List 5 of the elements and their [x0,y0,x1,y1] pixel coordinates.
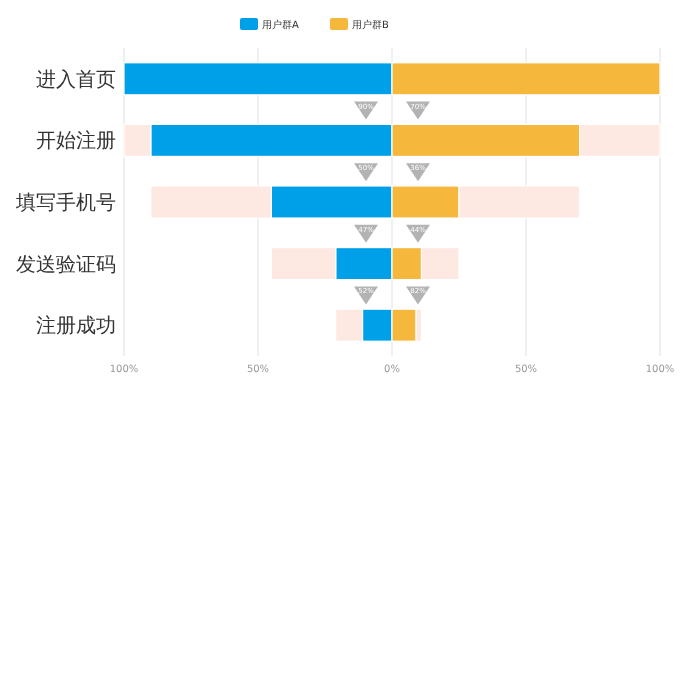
y-tick-label: 开始注册 [36,129,116,154]
y-tick-label: 注册成功 [36,314,116,339]
y-tick-label: 进入首页 [36,67,116,92]
y-tick-label: 发送验证码 [16,252,116,277]
y-tick-label: 填写手机号 [14,191,116,215]
